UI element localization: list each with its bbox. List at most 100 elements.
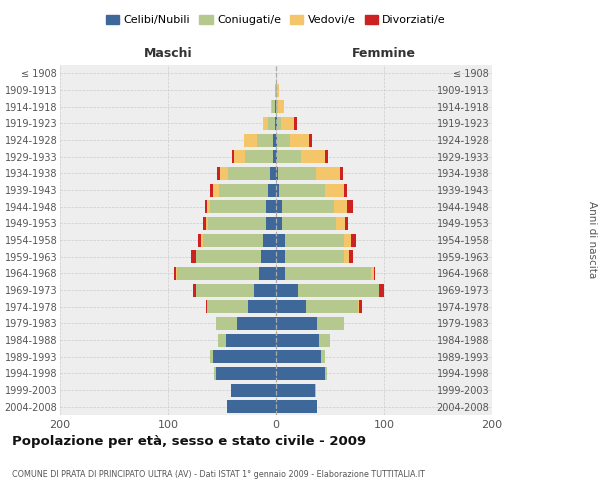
- Bar: [284, 267, 371, 280]
- Bar: [337, 217, 345, 230]
- Bar: [203, 234, 263, 246]
- Bar: [271, 100, 272, 113]
- Bar: [266, 200, 276, 213]
- Bar: [268, 117, 275, 130]
- Bar: [276, 400, 317, 413]
- Bar: [276, 284, 298, 296]
- Bar: [317, 317, 344, 330]
- Bar: [277, 84, 279, 96]
- Bar: [350, 234, 356, 246]
- Bar: [325, 150, 328, 163]
- Bar: [315, 384, 316, 396]
- Bar: [316, 167, 340, 180]
- Bar: [276, 217, 283, 230]
- Bar: [196, 284, 254, 296]
- Bar: [214, 184, 219, 196]
- Bar: [340, 167, 343, 180]
- Bar: [374, 267, 376, 280]
- Bar: [275, 100, 276, 113]
- Bar: [196, 250, 261, 263]
- Bar: [273, 150, 276, 163]
- Bar: [277, 117, 281, 130]
- Bar: [322, 350, 325, 363]
- Bar: [283, 217, 337, 230]
- Bar: [290, 134, 310, 146]
- Bar: [295, 117, 296, 130]
- Legend: Celibi/Nubili, Coniugati/e, Vedovi/e, Divorziati/e: Celibi/Nubili, Coniugati/e, Vedovi/e, Di…: [101, 10, 451, 30]
- Bar: [261, 250, 276, 263]
- Bar: [207, 300, 248, 313]
- Bar: [276, 200, 283, 213]
- Bar: [219, 184, 268, 196]
- Bar: [325, 367, 327, 380]
- Bar: [284, 234, 344, 246]
- Bar: [245, 150, 273, 163]
- Bar: [349, 250, 353, 263]
- Bar: [371, 267, 374, 280]
- Bar: [268, 184, 276, 196]
- Bar: [276, 234, 284, 246]
- Bar: [263, 234, 276, 246]
- Bar: [202, 234, 203, 246]
- Bar: [347, 200, 353, 213]
- Bar: [281, 117, 295, 130]
- Text: Femmine: Femmine: [352, 47, 416, 60]
- Bar: [227, 400, 276, 413]
- Bar: [214, 350, 276, 363]
- Bar: [276, 84, 277, 96]
- Bar: [279, 184, 325, 196]
- Bar: [210, 350, 214, 363]
- Bar: [276, 134, 277, 146]
- Bar: [276, 117, 277, 130]
- Bar: [276, 317, 317, 330]
- Bar: [276, 167, 278, 180]
- Bar: [275, 117, 276, 130]
- Bar: [215, 317, 237, 330]
- Bar: [277, 134, 290, 146]
- Bar: [276, 100, 278, 113]
- Bar: [244, 134, 257, 146]
- Bar: [344, 250, 349, 263]
- Bar: [278, 100, 284, 113]
- Bar: [276, 367, 325, 380]
- Bar: [220, 167, 229, 180]
- Bar: [232, 150, 234, 163]
- Bar: [345, 217, 349, 230]
- Bar: [210, 200, 266, 213]
- Bar: [205, 200, 207, 213]
- Bar: [276, 384, 315, 396]
- Bar: [276, 300, 306, 313]
- Bar: [269, 167, 276, 180]
- Bar: [198, 234, 202, 246]
- Bar: [237, 317, 276, 330]
- Bar: [272, 100, 275, 113]
- Bar: [344, 234, 350, 246]
- Bar: [301, 150, 325, 163]
- Bar: [319, 334, 330, 346]
- Bar: [276, 250, 284, 263]
- Text: Popolazione per età, sesso e stato civile - 2009: Popolazione per età, sesso e stato civil…: [12, 435, 366, 448]
- Bar: [210, 184, 214, 196]
- Bar: [206, 217, 208, 230]
- Bar: [248, 300, 276, 313]
- Bar: [306, 300, 358, 313]
- Bar: [275, 84, 276, 96]
- Bar: [325, 184, 344, 196]
- Bar: [191, 250, 196, 263]
- Bar: [215, 367, 276, 380]
- Bar: [254, 284, 276, 296]
- Bar: [273, 134, 276, 146]
- Bar: [214, 367, 215, 380]
- Text: COMUNE DI PRATA DI PRINCIPATO ULTRA (AV) - Dati ISTAT 1° gennaio 2009 - Elaboraz: COMUNE DI PRATA DI PRINCIPATO ULTRA (AV)…: [12, 470, 425, 479]
- Text: Maschi: Maschi: [143, 47, 193, 60]
- Bar: [276, 150, 277, 163]
- Bar: [217, 167, 220, 180]
- Bar: [218, 334, 226, 346]
- Bar: [263, 117, 268, 130]
- Bar: [283, 200, 334, 213]
- Bar: [359, 300, 362, 313]
- Bar: [193, 284, 196, 296]
- Bar: [358, 300, 359, 313]
- Bar: [206, 300, 207, 313]
- Bar: [266, 217, 276, 230]
